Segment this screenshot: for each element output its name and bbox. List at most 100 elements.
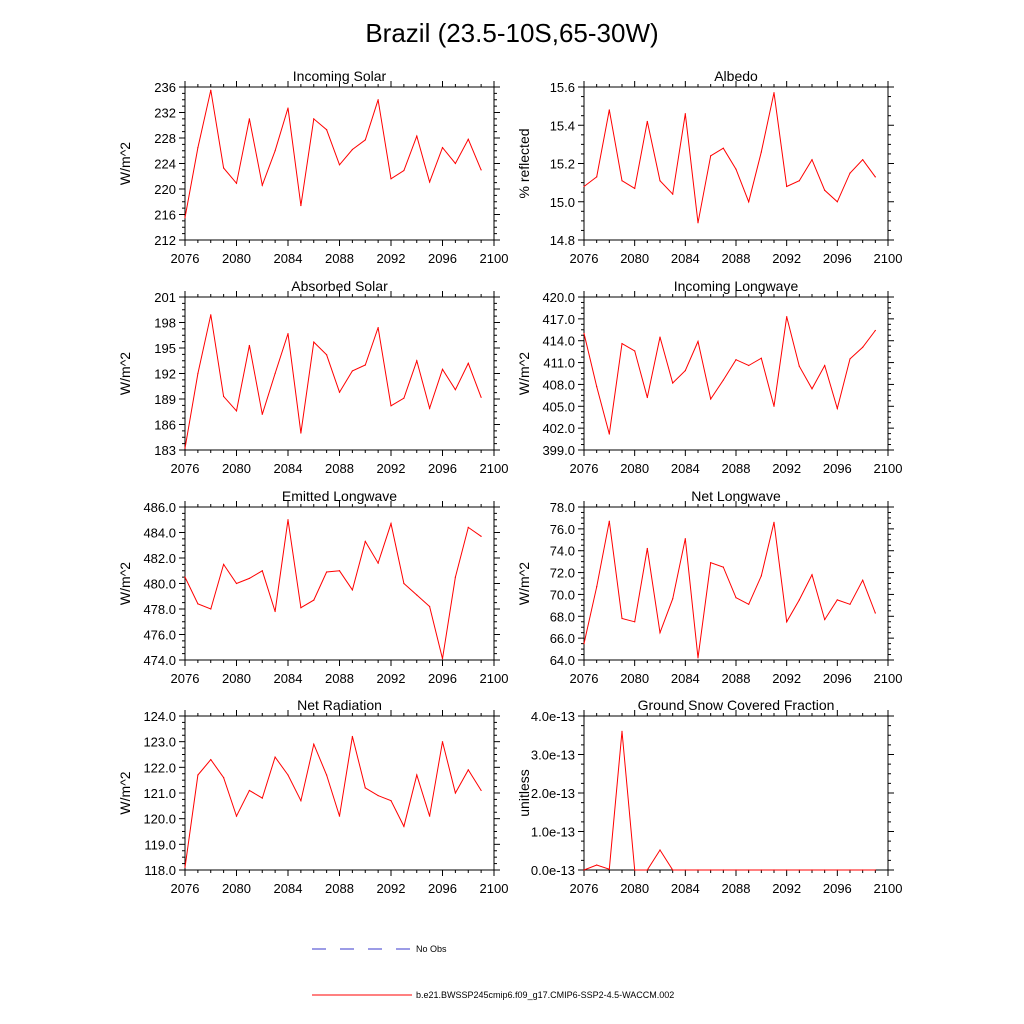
y-tick-label: 72.0 xyxy=(550,566,575,581)
data-point xyxy=(248,344,250,347)
data-point xyxy=(300,800,302,802)
data-point xyxy=(672,382,674,384)
y-tick-label: 121.0 xyxy=(143,786,176,801)
data-point xyxy=(596,864,598,866)
y-tick-label: 212 xyxy=(154,233,176,248)
y-tick-label: 195 xyxy=(154,341,176,356)
x-tick-label: 2096 xyxy=(428,671,457,686)
data-point xyxy=(596,386,598,388)
data-point xyxy=(748,869,750,871)
y-tick-label: 399.0 xyxy=(542,443,575,458)
y-tick-label: 66.0 xyxy=(550,631,575,646)
data-point xyxy=(261,570,263,572)
data-point xyxy=(300,432,302,434)
x-tick-label: 2100 xyxy=(874,671,903,686)
data-point xyxy=(596,586,598,588)
data-point xyxy=(287,519,289,521)
x-tick-label: 2084 xyxy=(274,671,303,686)
data-point xyxy=(748,603,750,605)
data-point xyxy=(454,576,456,578)
x-tick-label: 2076 xyxy=(570,461,599,476)
y-tick-label: 15.0 xyxy=(550,195,575,210)
series-line xyxy=(583,521,876,658)
x-tick-label: 2096 xyxy=(428,251,457,266)
data-point xyxy=(338,391,341,393)
data-point xyxy=(467,769,469,771)
x-tick-label: 2076 xyxy=(171,881,200,896)
data-point xyxy=(684,369,686,372)
y-tick-label: 1.0e-13 xyxy=(531,825,575,840)
x-tick-label: 2084 xyxy=(671,461,700,476)
y-tick-label: 484.0 xyxy=(143,526,176,541)
data-point xyxy=(480,396,482,398)
data-point xyxy=(223,563,225,565)
chart-panel-1: Albedo % reflected 2076 2080 2084 2088 2092 209… xyxy=(516,68,902,266)
data-point xyxy=(608,520,610,522)
data-point xyxy=(811,574,813,576)
data-point xyxy=(364,139,366,141)
x-tick-label: 2092 xyxy=(377,461,406,476)
series-line xyxy=(184,90,482,218)
data-point xyxy=(735,869,737,871)
panel-title: Ground Snow Covered Fraction xyxy=(638,697,835,713)
x-tick-label: 2080 xyxy=(222,461,251,476)
x-tick-label: 2100 xyxy=(874,251,903,266)
data-point xyxy=(824,869,826,871)
y-tick-label: 482.0 xyxy=(143,551,176,566)
data-point xyxy=(313,743,315,745)
data-point xyxy=(184,576,186,578)
data-point xyxy=(454,792,456,794)
data-point xyxy=(583,185,585,188)
data-point xyxy=(722,379,724,381)
y-tick-label: 74.0 xyxy=(550,544,575,559)
data-point xyxy=(364,787,366,789)
data-point xyxy=(836,407,838,410)
chart-panel-4: Emitted Longwave W/m^2 2076 2080 2084 2088 209… xyxy=(117,488,508,686)
data-point xyxy=(210,759,212,761)
data-point xyxy=(313,118,315,120)
data-point xyxy=(634,869,636,871)
data-point xyxy=(197,146,199,149)
data-point xyxy=(403,582,405,585)
data-point xyxy=(874,329,876,332)
legend-obs-label: No Obs xyxy=(416,944,447,954)
x-tick-label: 2088 xyxy=(325,251,354,266)
y-tick-label: 118.0 xyxy=(144,863,176,878)
data-point xyxy=(735,168,737,170)
data-point xyxy=(710,562,712,564)
legend: No Obs b.e21.BWSSP245cmip6.f09_g17.CMIP6… xyxy=(312,944,674,1000)
y-axis-label: W/m^2 xyxy=(117,142,133,185)
data-point xyxy=(697,869,699,871)
data-point xyxy=(248,577,250,580)
x-tick-label: 2084 xyxy=(274,461,303,476)
x-tick-label: 2080 xyxy=(222,251,251,266)
data-point xyxy=(210,89,212,91)
data-point xyxy=(646,120,648,123)
data-point xyxy=(441,741,444,743)
x-tick-label: 2092 xyxy=(772,671,801,686)
data-point xyxy=(583,643,585,645)
data-point xyxy=(659,180,661,182)
y-tick-label: 123.0 xyxy=(143,735,176,750)
y-tick-label: 478.0 xyxy=(143,602,176,617)
data-point xyxy=(274,150,276,152)
data-point xyxy=(416,135,418,137)
x-tick-label: 2080 xyxy=(222,881,251,896)
data-point xyxy=(684,869,686,871)
data-point xyxy=(874,612,876,614)
data-point xyxy=(672,869,674,871)
data-point xyxy=(351,148,353,151)
data-point xyxy=(390,800,392,802)
data-point xyxy=(862,159,864,161)
data-point xyxy=(197,603,199,605)
data-point xyxy=(377,99,379,101)
x-tick-label: 2088 xyxy=(325,671,354,686)
data-point xyxy=(608,109,610,111)
data-point xyxy=(326,571,328,573)
data-point xyxy=(849,603,851,605)
data-point xyxy=(773,869,775,871)
x-tick-label: 2100 xyxy=(480,671,509,686)
data-point xyxy=(223,395,225,398)
data-point xyxy=(261,413,263,415)
data-point xyxy=(621,180,623,182)
